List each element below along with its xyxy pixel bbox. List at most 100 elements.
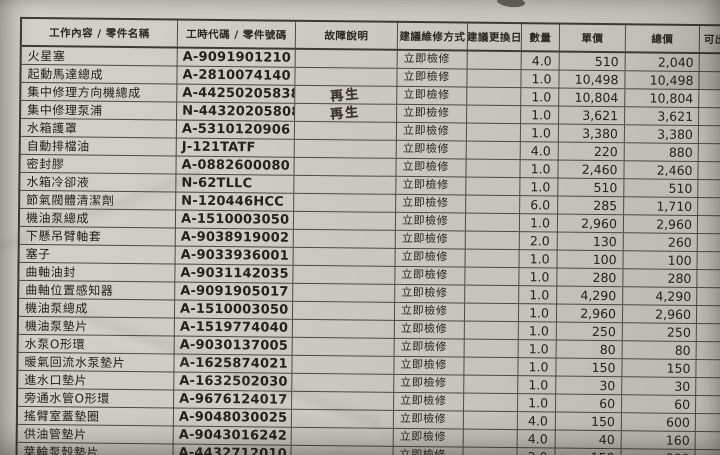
cell-replace-date	[464, 303, 520, 322]
cell-part-code: A-1519774040	[174, 318, 293, 337]
cell-part-code: A-9043016242	[173, 426, 292, 445]
cell-part-code: A-442502058383	[177, 84, 296, 103]
cell-repair-method: 立即檢修	[395, 230, 466, 249]
cell-part-name: 暖氣回流水泵墊片	[18, 352, 175, 372]
cell-fault-note	[295, 49, 398, 68]
cell-clipped	[697, 306, 720, 323]
cell-total-price: 2,960	[622, 305, 698, 324]
cell-fault-note	[293, 229, 396, 248]
cell-clipped	[695, 450, 720, 455]
cell-unit-price: 150	[556, 358, 623, 377]
cell-quantity: 1.0	[520, 160, 559, 178]
cell-repair-method: 立即檢修	[393, 410, 464, 429]
cell-total-price: 10,498	[625, 71, 700, 90]
cell-part-code: A-9038919002	[175, 228, 294, 247]
cell-clipped	[696, 432, 720, 449]
cell-total-price: 510	[624, 179, 699, 198]
cell-replace-date	[463, 429, 518, 448]
cell-quantity: 1.0	[519, 250, 558, 268]
cell-quantity: 1.0	[520, 178, 559, 196]
cell-repair-method: 立即檢修	[396, 122, 468, 141]
cell-fault-note	[292, 301, 396, 320]
cell-unit-price: 150	[555, 412, 622, 431]
cell-quantity: 4.0	[520, 142, 559, 160]
cell-fault-note	[291, 427, 394, 446]
cell-part-name: 曲軸位置感知器	[19, 280, 176, 300]
header-repair-method: 建議維修方式	[397, 22, 469, 50]
cell-fault-note	[294, 175, 397, 194]
cell-clipped	[696, 396, 720, 413]
cell-part-code: J-121TATF	[176, 138, 295, 157]
cell-repair-method: 立即檢修	[395, 284, 466, 303]
cell-unit-price: 40	[555, 430, 622, 449]
cell-replace-date	[464, 357, 519, 376]
cell-fault-note	[293, 247, 396, 266]
cell-repair-method: 立即檢修	[396, 176, 467, 195]
cell-clipped	[698, 216, 720, 233]
cell-total-price: 30	[622, 377, 697, 395]
cell-part-name: 搖臂室蓋墊圈	[17, 406, 175, 426]
cell-clipped	[698, 162, 720, 179]
cell-clipped	[698, 198, 720, 215]
cell-replace-date	[465, 285, 520, 304]
cell-quantity: 1.0	[519, 286, 558, 304]
cell-repair-method: 立即檢修	[393, 428, 464, 447]
cell-unit-price: 510	[559, 52, 626, 71]
header-unit-price: 單價	[559, 24, 627, 52]
cell-clipped	[696, 414, 720, 431]
cell-repair-method: 立即檢修	[394, 392, 465, 411]
cell-part-code: N-443202058083	[177, 102, 296, 121]
cell-fault-note	[292, 319, 395, 338]
header-total-price: 總價	[625, 25, 701, 53]
cell-replace-date	[467, 51, 522, 70]
cell-clipped	[699, 90, 720, 107]
cell-fault-note	[291, 409, 395, 428]
cell-unit-price: 3,621	[559, 106, 626, 125]
cell-repair-method: 立即檢修	[394, 374, 465, 393]
cell-total-price: 150	[622, 359, 697, 377]
cell-quantity: 6.0	[520, 196, 559, 214]
cell-part-name: 密封膠	[20, 154, 177, 174]
cell-clipped	[698, 180, 720, 197]
cell-part-name: 旁通水管O形環	[18, 388, 175, 408]
cell-quantity: 1.0	[521, 70, 560, 88]
cell-unit-price: 220	[558, 142, 625, 161]
cell-fault-note	[292, 373, 395, 392]
cell-part-name: 集中修理泵浦	[21, 100, 178, 120]
cell-fault-note	[293, 283, 396, 302]
cell-total-price: 60	[621, 395, 697, 413]
cell-fault-note	[293, 265, 396, 284]
cell-repair-method: 立即檢修	[397, 104, 468, 123]
cell-quantity: 2.0	[519, 232, 558, 250]
handwritten-note: 再生	[330, 104, 362, 122]
cell-part-name: 水泵O形環	[18, 334, 175, 354]
cell-clipped	[698, 252, 720, 269]
cell-replace-date	[467, 69, 522, 88]
cell-repair-method: 立即檢修	[397, 86, 468, 105]
cell-fault-note	[295, 67, 398, 86]
cell-part-name: 水箱護罩	[20, 118, 178, 138]
cell-replace-date	[465, 213, 521, 232]
cell-unit-price: 30	[556, 376, 623, 395]
cell-unit-price: 2,960	[557, 214, 625, 233]
cell-part-code: A-9091905017	[175, 282, 294, 301]
cell-clipped	[699, 126, 720, 143]
cell-part-name: 機油泵總成	[19, 208, 177, 228]
cell-clipped	[698, 234, 720, 251]
cell-part-name: 下懸吊臂軸套	[19, 226, 176, 246]
cell-part-name: 機油泵總成	[18, 298, 176, 318]
cell-repair-method: 立即檢修	[396, 158, 467, 177]
cell-unit-price: 10,498	[559, 70, 626, 89]
cell-total-price: 10,804	[625, 89, 700, 108]
cell-quantity: 4.0	[521, 52, 560, 70]
cell-replace-date	[463, 447, 518, 455]
paper-smudge	[496, 0, 526, 9]
cell-fault-note	[291, 445, 394, 455]
cell-unit-price: 130	[557, 232, 624, 251]
cell-quantity: 4.0	[517, 412, 556, 430]
cell-part-name: 水箱冷卻液	[20, 172, 177, 192]
cell-part-name: 火星塞	[21, 46, 178, 66]
cell-replace-date	[464, 339, 519, 358]
cell-part-name: 供油管墊片	[17, 424, 174, 444]
